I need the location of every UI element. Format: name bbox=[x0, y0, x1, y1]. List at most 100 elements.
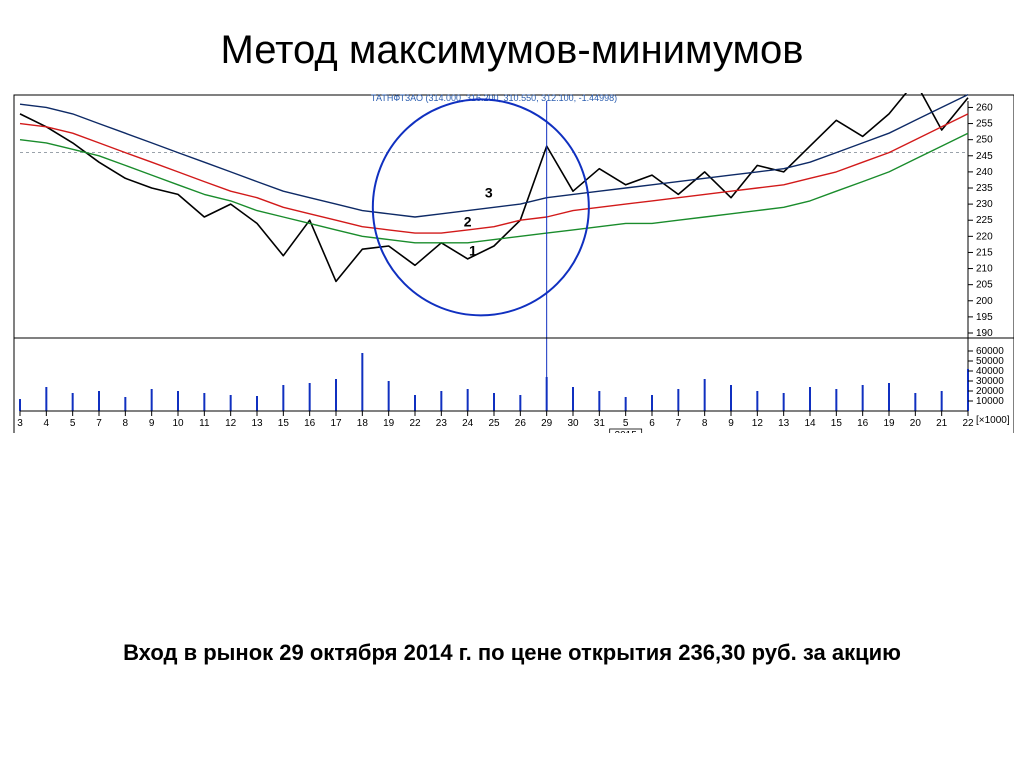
x-tick-label: 5 bbox=[70, 418, 76, 429]
price-tick-label: 190 bbox=[976, 328, 993, 339]
volume-tick-label: 30000 bbox=[976, 376, 1004, 387]
price-tick-label: 230 bbox=[976, 199, 993, 210]
volume-bar bbox=[282, 385, 284, 411]
x-tick-label: 22 bbox=[409, 418, 421, 429]
x-tick-label: 8 bbox=[123, 418, 129, 429]
x-tick-label: 10 bbox=[172, 418, 184, 429]
x-tick-label: 17 bbox=[330, 418, 342, 429]
x-tick-label: 7 bbox=[96, 418, 102, 429]
volume-tick-label: 60000 bbox=[976, 346, 1004, 357]
x-tick-label: 9 bbox=[728, 418, 734, 429]
x-tick-label: 15 bbox=[831, 418, 843, 429]
x-tick-label: 29 bbox=[541, 418, 553, 429]
x-tick-label: 16 bbox=[304, 418, 316, 429]
volume-bar bbox=[967, 369, 969, 411]
x-tick-label: 14 bbox=[804, 418, 816, 429]
price-tick-label: 255 bbox=[976, 119, 993, 130]
volume-bar bbox=[941, 391, 943, 411]
volume-tick-label: 10000 bbox=[976, 396, 1004, 407]
volume-bar bbox=[677, 389, 679, 411]
volume-bar bbox=[19, 399, 21, 411]
highlight-circle bbox=[373, 99, 589, 315]
volume-bar bbox=[704, 379, 706, 411]
volume-bar bbox=[203, 393, 205, 411]
x-tick-label: 5 bbox=[623, 418, 629, 429]
x-tick-label: 13 bbox=[778, 418, 790, 429]
volume-bar bbox=[98, 391, 100, 411]
volume-bar bbox=[493, 393, 495, 411]
x-tick-label: 25 bbox=[488, 418, 500, 429]
volume-bar bbox=[256, 396, 258, 411]
slide: Метод максимумов-минимумов 1901952002052… bbox=[0, 0, 1024, 767]
volume-bar bbox=[625, 397, 627, 411]
series-ma-mid bbox=[20, 114, 968, 233]
x-tick-label: 11 bbox=[199, 418, 210, 429]
volume-bar bbox=[151, 389, 153, 411]
volume-bar bbox=[572, 387, 574, 411]
x-tick-label: 16 bbox=[857, 418, 869, 429]
volume-bar bbox=[888, 383, 890, 411]
year-marker: 2015 bbox=[615, 430, 638, 433]
price-tick-label: 260 bbox=[976, 102, 993, 113]
volume-tick-label: 50000 bbox=[976, 356, 1004, 367]
x-tick-label: 30 bbox=[567, 418, 579, 429]
volume-bar bbox=[309, 383, 311, 411]
x-tick-label: 15 bbox=[278, 418, 290, 429]
volume-bar bbox=[414, 395, 416, 411]
volume-bar bbox=[546, 377, 548, 411]
volume-bar bbox=[335, 379, 337, 411]
x-tick-label: 7 bbox=[676, 418, 682, 429]
volume-bar bbox=[467, 389, 469, 411]
x-tick-label: 22 bbox=[962, 418, 974, 429]
x-tick-label: 8 bbox=[702, 418, 708, 429]
price-tick-label: 215 bbox=[976, 247, 993, 258]
volume-bar bbox=[809, 387, 811, 411]
volume-bar bbox=[598, 391, 600, 411]
price-tick-label: 220 bbox=[976, 231, 993, 242]
volume-bar bbox=[756, 391, 758, 411]
volume-unit-label: [×1000] bbox=[976, 415, 1010, 426]
volume-tick-label: 20000 bbox=[976, 386, 1004, 397]
x-tick-label: 19 bbox=[383, 418, 395, 429]
price-tick-label: 240 bbox=[976, 167, 993, 178]
volume-bar bbox=[651, 395, 653, 411]
x-tick-label: 24 bbox=[462, 418, 474, 429]
volume-bar bbox=[230, 395, 232, 411]
price-tick-label: 250 bbox=[976, 135, 993, 146]
price-tick-label: 210 bbox=[976, 264, 993, 275]
price-tick-label: 225 bbox=[976, 215, 993, 226]
x-tick-label: 3 bbox=[17, 418, 23, 429]
series-ma-upper bbox=[20, 95, 968, 217]
volume-bar bbox=[440, 391, 442, 411]
volume-bar bbox=[124, 397, 126, 411]
x-tick-label: 20 bbox=[910, 418, 922, 429]
price-tick-label: 195 bbox=[976, 312, 993, 323]
price-tick-label: 245 bbox=[976, 151, 993, 162]
volume-tick-label: 40000 bbox=[976, 366, 1004, 377]
x-tick-label: 9 bbox=[149, 418, 155, 429]
x-tick-label: 23 bbox=[436, 418, 448, 429]
stock-chart: 1901952002052102152202252302352402452502… bbox=[10, 93, 1014, 433]
x-tick-label: 19 bbox=[883, 418, 895, 429]
volume-bar bbox=[388, 381, 390, 411]
volume-bar bbox=[519, 395, 521, 411]
x-tick-label: 4 bbox=[44, 418, 50, 429]
volume-bar bbox=[862, 385, 864, 411]
x-tick-label: 12 bbox=[752, 418, 764, 429]
chart-legend: ТАТНФТ3АО (314.000, 316.200, 310.550, 31… bbox=[371, 93, 617, 103]
annotation-2: 2 bbox=[464, 214, 472, 230]
volume-bar bbox=[835, 389, 837, 411]
volume-bar bbox=[45, 387, 47, 411]
price-tick-label: 200 bbox=[976, 296, 993, 307]
x-tick-label: 26 bbox=[515, 418, 527, 429]
volume-bar bbox=[72, 393, 74, 411]
x-tick-label: 18 bbox=[357, 418, 369, 429]
x-tick-label: 12 bbox=[225, 418, 237, 429]
series-price bbox=[20, 93, 968, 281]
slide-title: Метод максимумов-минимумов bbox=[0, 0, 1024, 83]
slide-caption: Вход в рынок 29 октября 2014 г. по цене … bbox=[0, 640, 1024, 666]
volume-bar bbox=[914, 393, 916, 411]
annotation-3: 3 bbox=[485, 185, 493, 201]
price-tick-label: 235 bbox=[976, 183, 993, 194]
volume-bar bbox=[730, 385, 732, 411]
